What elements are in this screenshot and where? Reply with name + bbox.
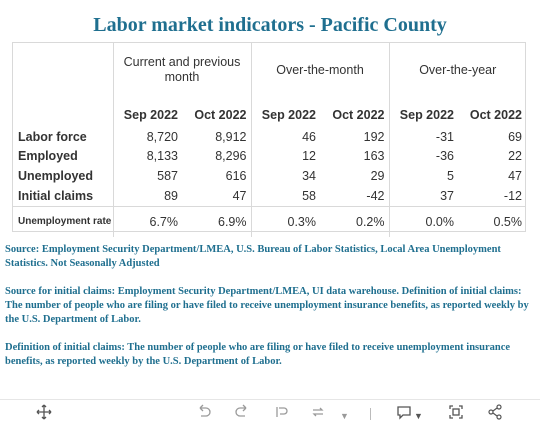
comment-dropdown-icon[interactable]: ▼ (414, 411, 423, 421)
table-cell: 5 (388, 166, 458, 186)
table-cell: 0.5% (458, 206, 526, 237)
table-cell: 0.2% (320, 206, 389, 237)
column-header: Sep 2022 (112, 98, 182, 122)
table-cell: 8,133 (112, 146, 182, 166)
table-cell: -36 (388, 146, 458, 166)
toolbar-divider (370, 408, 371, 420)
undo-icon[interactable] (196, 404, 212, 426)
table-row: Employed 8,133 8,296 12 163 -36 22 (12, 146, 526, 166)
table-cell: 47 (232, 189, 247, 203)
table-row: Labor force 8,720 8,912 46 192 -31 69 (12, 122, 526, 146)
table-cell: 587 (112, 166, 182, 186)
refresh-icon[interactable] (310, 404, 326, 426)
table-cell: 47 (508, 169, 522, 183)
column-header: Sep 2022 (388, 98, 458, 122)
row-label: Initial claims (18, 189, 94, 203)
column-header-row: Sep 2022 Oct 2022 Sep 2022 Oct 2022 Sep … (12, 98, 526, 122)
row-label: Labor force (18, 130, 87, 144)
table-cell: 58 (250, 186, 320, 207)
table-cell: 12 (250, 146, 320, 166)
table-cell: 6.9% (182, 206, 251, 237)
table-cell: 163 (363, 149, 385, 163)
table-cell: -42 (366, 189, 385, 203)
indicators-table: Current and previous month Over-the-mont… (12, 42, 526, 237)
refresh-dropdown-icon[interactable]: ▼ (340, 411, 349, 421)
table-cell: 69 (508, 130, 522, 144)
table-cell: 0.3% (250, 206, 320, 237)
table-cell: 616 (225, 169, 247, 183)
table-cell: 8,720 (112, 122, 182, 146)
table-cell: 6.7% (112, 206, 182, 237)
comment-icon[interactable] (396, 404, 412, 426)
row-label: Unemployed (18, 169, 94, 183)
table-cell: 192 (363, 130, 385, 144)
page-title: Labor market indicators - Pacific County (93, 14, 447, 36)
table-cell: 37 (388, 186, 458, 207)
row-header-blank (12, 98, 113, 122)
table-cell: 0.0% (388, 206, 458, 237)
table-cell: 29 (370, 169, 385, 183)
column-header: Oct 2022 (469, 108, 522, 122)
claims-source-note: Source for initial claims: Employment Se… (5, 286, 529, 325)
group-header-row: Current and previous month Over-the-mont… (12, 42, 526, 98)
group-over-the-year: Over-the-year (388, 42, 526, 98)
toolbar: ▼ ▼ (0, 399, 540, 428)
table-cell: 34 (250, 166, 320, 186)
column-header: Oct 2022 (194, 108, 247, 122)
row-label: Unemployment rate (12, 206, 113, 237)
table-cell: 22 (508, 149, 522, 163)
table-row: Unemployed 587 616 34 29 5 47 (12, 166, 526, 186)
group-over-the-month: Over-the-month (250, 42, 389, 98)
definition-note: Definition of initial claims: The number… (5, 342, 511, 367)
fullscreen-icon[interactable] (448, 404, 464, 426)
table-cell: -31 (388, 122, 458, 146)
table-cell: -12 (503, 189, 522, 203)
table-row: Initial claims 89 47 58 -42 37 -12 (12, 186, 526, 207)
table-cell: 89 (112, 186, 182, 207)
table-row: Unemployment rate 6.7% 6.9% 0.3% 0.2% 0.… (12, 206, 526, 237)
share-icon[interactable] (487, 404, 503, 426)
move-icon[interactable] (36, 404, 52, 426)
column-header: Sep 2022 (250, 98, 320, 122)
table-cell: 8,296 (215, 149, 247, 163)
corner-cell (12, 42, 113, 98)
source-note: Source: Employment Security Department/L… (5, 244, 501, 269)
table-cell: 8,912 (215, 130, 247, 144)
group-current-previous: Current and previous month (112, 42, 251, 98)
redo-icon[interactable] (234, 404, 250, 426)
column-header: Oct 2022 (332, 108, 385, 122)
row-label: Employed (18, 149, 78, 163)
table-cell: 46 (250, 122, 320, 146)
revert-icon[interactable] (274, 404, 290, 426)
